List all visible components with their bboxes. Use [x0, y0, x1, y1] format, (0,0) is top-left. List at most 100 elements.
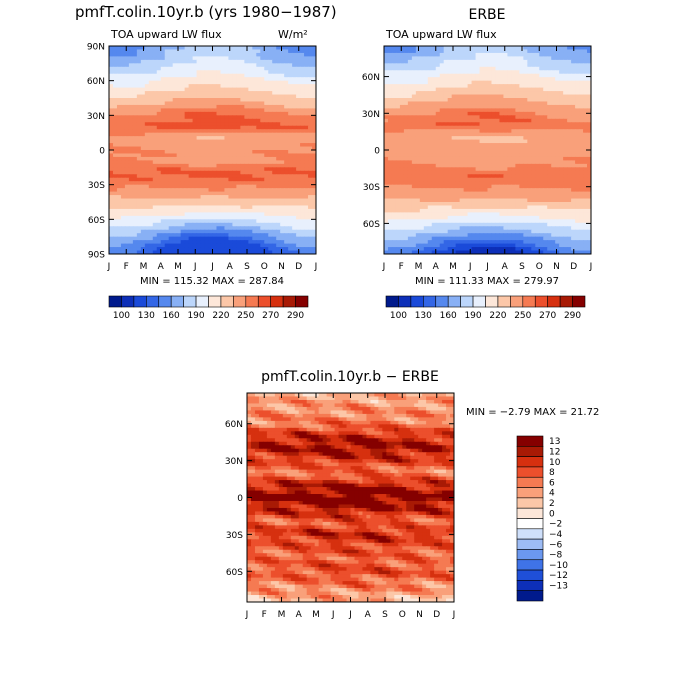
- heatmap-cell: [575, 125, 580, 130]
- heatmap-cell: [579, 70, 584, 75]
- heatmap-cell: [160, 150, 166, 155]
- heatmap-cell: [208, 136, 214, 141]
- heatmap-cell: [399, 122, 405, 127]
- heatmap-cell: [555, 139, 560, 144]
- heatmap-cell: [503, 132, 508, 137]
- heatmap-cell: [160, 236, 166, 241]
- heatmap-cell: [435, 108, 441, 113]
- heatmap-cell: [196, 125, 202, 130]
- heatmap-cell: [264, 115, 269, 120]
- heatmap-cell: [248, 236, 253, 241]
- heatmap-cell: [240, 87, 245, 92]
- heatmap-cell: [571, 150, 576, 155]
- heatmap-cell: [124, 167, 130, 172]
- heatmap-cell: [527, 139, 532, 144]
- heatmap-cell: [587, 122, 591, 127]
- heatmap-cell: [240, 205, 245, 210]
- heatmap-cell: [132, 125, 138, 130]
- heatmap-cell: [252, 143, 257, 148]
- heatmap-cell: [427, 111, 433, 116]
- heatmap-cell: [260, 46, 265, 51]
- heatmap-cell: [399, 160, 405, 165]
- heatmap-cell: [204, 139, 210, 144]
- heatmap-cell: [180, 188, 186, 193]
- heatmap-cell: [232, 111, 237, 116]
- heatmap-cell: [475, 46, 481, 51]
- heatmap-cell: [216, 226, 222, 231]
- heatmap-cell: [559, 101, 564, 106]
- heatmap-cell: [455, 101, 461, 106]
- heatmap-cell: [224, 87, 230, 92]
- heatmap-cell: [459, 73, 465, 78]
- heatmap-cell: [192, 195, 198, 200]
- heatmap-cell: [200, 222, 206, 227]
- heatmap-cell: [567, 139, 572, 144]
- heatmap-cell: [196, 94, 202, 99]
- heatmap-cell: [288, 247, 293, 252]
- heatmap-cell: [196, 229, 202, 234]
- heatmap-cell: [200, 236, 206, 241]
- heatmap-cell: [260, 250, 265, 254]
- heatmap-cell: [563, 63, 568, 68]
- heatmap-cell: [252, 150, 257, 155]
- heatmap-cell: [180, 167, 186, 172]
- heatmap-cell: [296, 181, 301, 186]
- heatmap-cell: [519, 49, 524, 54]
- heatmap-cell: [527, 66, 532, 71]
- heatmap-cell: [411, 111, 417, 116]
- heatmap-cell: [312, 167, 316, 172]
- heatmap-cell: [109, 115, 114, 120]
- heatmap-cell: [188, 46, 194, 51]
- heatmap-cell: [124, 118, 130, 123]
- heatmap-cell: [112, 243, 118, 248]
- heatmap-cell: [583, 129, 588, 134]
- heatmap-cell: [180, 229, 186, 234]
- heatmap-cell: [583, 132, 588, 137]
- heatmap-cell: [471, 56, 477, 61]
- heatmap-cell: [276, 139, 281, 144]
- heatmap-cell: [160, 136, 166, 141]
- heatmap-cell: [228, 139, 233, 144]
- heatmap-cell: [527, 156, 532, 161]
- heatmap-cell: [252, 202, 257, 207]
- heatmap-cell: [403, 132, 409, 137]
- heatmap-cell: [384, 73, 389, 78]
- heatmap-cell: [467, 63, 473, 68]
- heatmap-cell: [479, 132, 485, 137]
- heatmap-cell: [184, 212, 190, 217]
- heatmap-cell: [308, 233, 313, 238]
- heatmap-cell: [244, 59, 249, 64]
- heatmap-cell: [455, 115, 461, 120]
- heatmap-cell: [447, 77, 453, 82]
- heatmap-cell: [483, 136, 489, 141]
- heatmap-cell: [164, 132, 170, 137]
- heatmap-cell: [559, 56, 564, 61]
- heatmap-cell: [467, 129, 473, 134]
- heatmap-cell: [144, 184, 150, 189]
- heatmap-cell: [423, 108, 429, 113]
- heatmap-cell: [109, 243, 114, 248]
- heatmap-cell: [284, 139, 289, 144]
- heatmap-cell: [288, 202, 293, 207]
- heatmap-cell: [419, 125, 425, 130]
- heatmap-cell: [168, 250, 174, 254]
- heatmap-cell: [212, 205, 218, 210]
- heatmap-cell: [555, 118, 560, 123]
- heatmap-cell: [252, 198, 257, 203]
- heatmap-cell: [232, 56, 237, 61]
- heatmap-cell: [272, 170, 277, 175]
- heatmap-cell: [109, 101, 114, 106]
- heatmap-cell: [220, 229, 226, 234]
- heatmap-cell: [415, 66, 421, 71]
- heatmap-cell: [308, 198, 313, 203]
- heatmap-cell: [459, 94, 465, 99]
- heatmap-cell: [579, 56, 584, 61]
- heatmap-cell: [467, 136, 473, 141]
- heatmap-cell: [228, 247, 233, 252]
- heatmap-cell: [272, 212, 277, 217]
- heatmap-cell: [216, 219, 222, 224]
- heatmap-cell: [216, 98, 222, 103]
- heatmap-cell: [268, 77, 273, 82]
- heatmap-cell: [160, 247, 166, 252]
- heatmap-cell: [471, 132, 477, 137]
